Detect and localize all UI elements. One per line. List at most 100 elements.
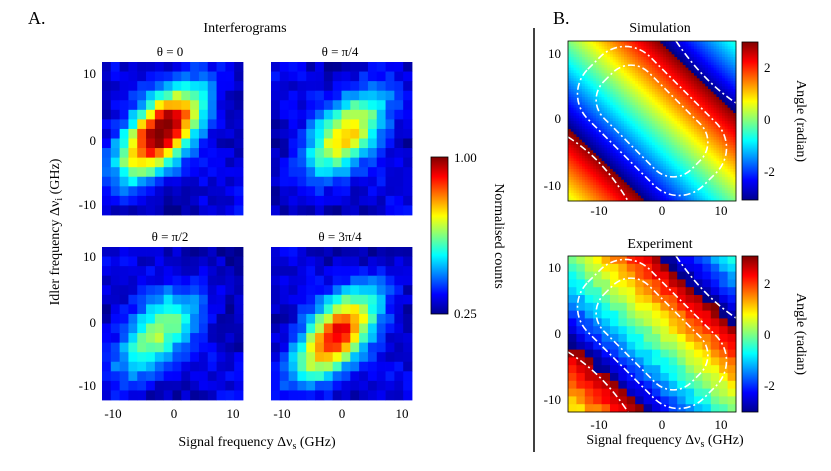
heatmap-cell <box>279 285 290 296</box>
phase-cell <box>657 43 661 47</box>
phase-cell <box>601 118 605 122</box>
phase-cell <box>708 174 712 178</box>
phase-cell <box>716 179 720 183</box>
phase-cell <box>708 153 712 157</box>
phase-cell <box>688 187 692 191</box>
phase-cell <box>674 177 678 181</box>
phase-cell <box>615 57 619 61</box>
heatmap-cell <box>367 304 378 315</box>
phase-cell <box>674 115 678 119</box>
phase-cell <box>657 123 661 127</box>
phase-cell <box>638 97 642 101</box>
phase-cell <box>668 147 672 151</box>
phase-cell <box>573 86 577 90</box>
phase-cell <box>601 94 605 98</box>
heatmap-cell <box>403 176 413 187</box>
phase-cell <box>615 171 619 175</box>
phase-cell <box>632 123 636 127</box>
phase-cell <box>682 137 686 141</box>
phase-cell <box>680 89 684 93</box>
phase-cell <box>654 166 658 170</box>
heatmap-cell <box>154 275 165 286</box>
phase-cell <box>598 155 602 159</box>
phase-cell <box>596 190 600 194</box>
phase-cell <box>654 137 658 141</box>
heatmap-cell <box>385 176 395 187</box>
phase-cell <box>688 179 692 183</box>
phase-cell <box>663 113 667 117</box>
phase-cell <box>668 341 678 350</box>
phase-cell <box>629 65 633 69</box>
phase-cell <box>568 97 572 101</box>
phase-cell <box>629 137 633 141</box>
phase-cell <box>677 318 686 327</box>
phase-cell <box>579 46 583 50</box>
phase-cell <box>652 318 661 327</box>
heatmap-cell <box>207 352 217 363</box>
phase-cell <box>652 126 656 130</box>
heatmap-cell <box>128 100 138 111</box>
phase-cell <box>587 110 591 114</box>
phase-cell <box>568 131 572 135</box>
phase-cell <box>610 256 619 265</box>
heatmap-cell <box>198 195 209 206</box>
heatmap-cell <box>297 304 307 315</box>
phase-cell <box>694 171 698 175</box>
phase-cell <box>674 49 678 53</box>
heatmap-cell <box>359 294 369 305</box>
phase-cell <box>674 134 678 138</box>
phase-cell <box>719 131 723 135</box>
phase-cell <box>666 62 670 66</box>
heatmap-cell <box>172 275 182 286</box>
heatmap-cell <box>271 100 281 111</box>
heatmap-cell <box>341 71 351 82</box>
phase-cell <box>584 185 588 189</box>
heatmap-cell <box>181 167 191 178</box>
phase-cell <box>702 163 706 167</box>
phase-cell <box>573 110 577 114</box>
heatmap-cell <box>137 186 147 197</box>
phase-cell <box>719 198 723 202</box>
phase-cell <box>677 155 681 159</box>
phase-cell <box>724 70 728 74</box>
heatmap-cell <box>341 247 351 257</box>
phase-cell <box>601 158 605 162</box>
phase-cell <box>657 81 661 85</box>
phase-cell <box>635 49 639 53</box>
phase-cell <box>688 131 692 135</box>
phase-cell <box>587 105 591 109</box>
phase-cell <box>573 115 577 119</box>
heatmap-cell <box>350 119 360 130</box>
phase-cell <box>601 169 605 173</box>
phase-cell <box>640 65 644 69</box>
phase-cell <box>733 195 737 199</box>
phase-cell <box>568 59 572 63</box>
phase-cell <box>713 105 717 109</box>
phase-cell <box>638 193 642 197</box>
phase-cell <box>612 70 616 74</box>
phase-cell <box>705 91 709 95</box>
heatmap-cell <box>119 81 129 92</box>
phase-cell <box>598 139 602 143</box>
phase-cell <box>568 67 572 71</box>
heatmap-cell <box>102 109 112 120</box>
phase-cell <box>598 99 602 103</box>
phase-cell <box>674 174 678 178</box>
phase-cell <box>688 81 692 85</box>
phase-cell <box>727 163 731 167</box>
phase-cell <box>593 67 597 71</box>
phase-cell <box>568 57 572 61</box>
heatmap-cell <box>234 371 244 382</box>
heatmap-cell <box>216 342 226 353</box>
phase-cell <box>733 57 737 61</box>
phase-cell <box>699 81 703 85</box>
phase-cell <box>671 59 675 63</box>
phase-cell <box>618 134 622 138</box>
phase-cell <box>587 73 591 77</box>
phase-cell <box>710 121 714 125</box>
phase-cell <box>593 41 597 45</box>
phase-cell <box>716 62 720 66</box>
heatmap-cell <box>119 333 129 344</box>
phase-cell <box>694 86 698 90</box>
phase-cell <box>596 166 600 170</box>
